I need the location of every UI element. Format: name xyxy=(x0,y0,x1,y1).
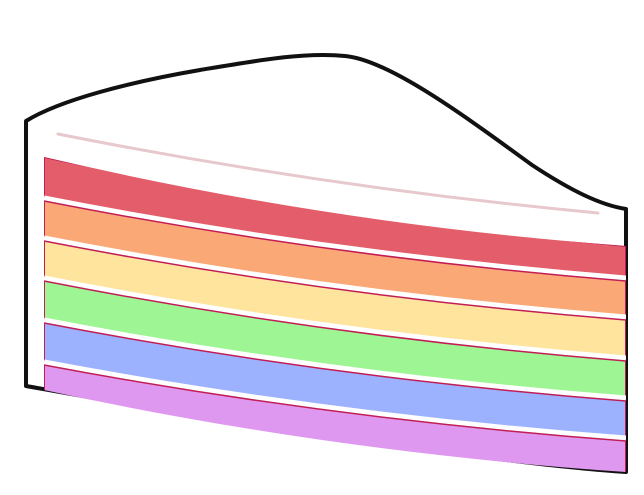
layer-separator-line xyxy=(44,364,626,442)
layer-separator-line xyxy=(44,280,626,362)
layer-gap xyxy=(44,275,626,361)
layer-gap xyxy=(44,317,626,401)
layer-gap xyxy=(44,195,626,281)
layer-gap xyxy=(44,235,626,320)
layer-separator-line xyxy=(44,240,626,321)
layer-gap xyxy=(44,359,626,441)
layer-separator-line xyxy=(44,322,626,402)
layer-separator-line xyxy=(44,200,626,282)
frosting-highlight xyxy=(56,132,600,215)
